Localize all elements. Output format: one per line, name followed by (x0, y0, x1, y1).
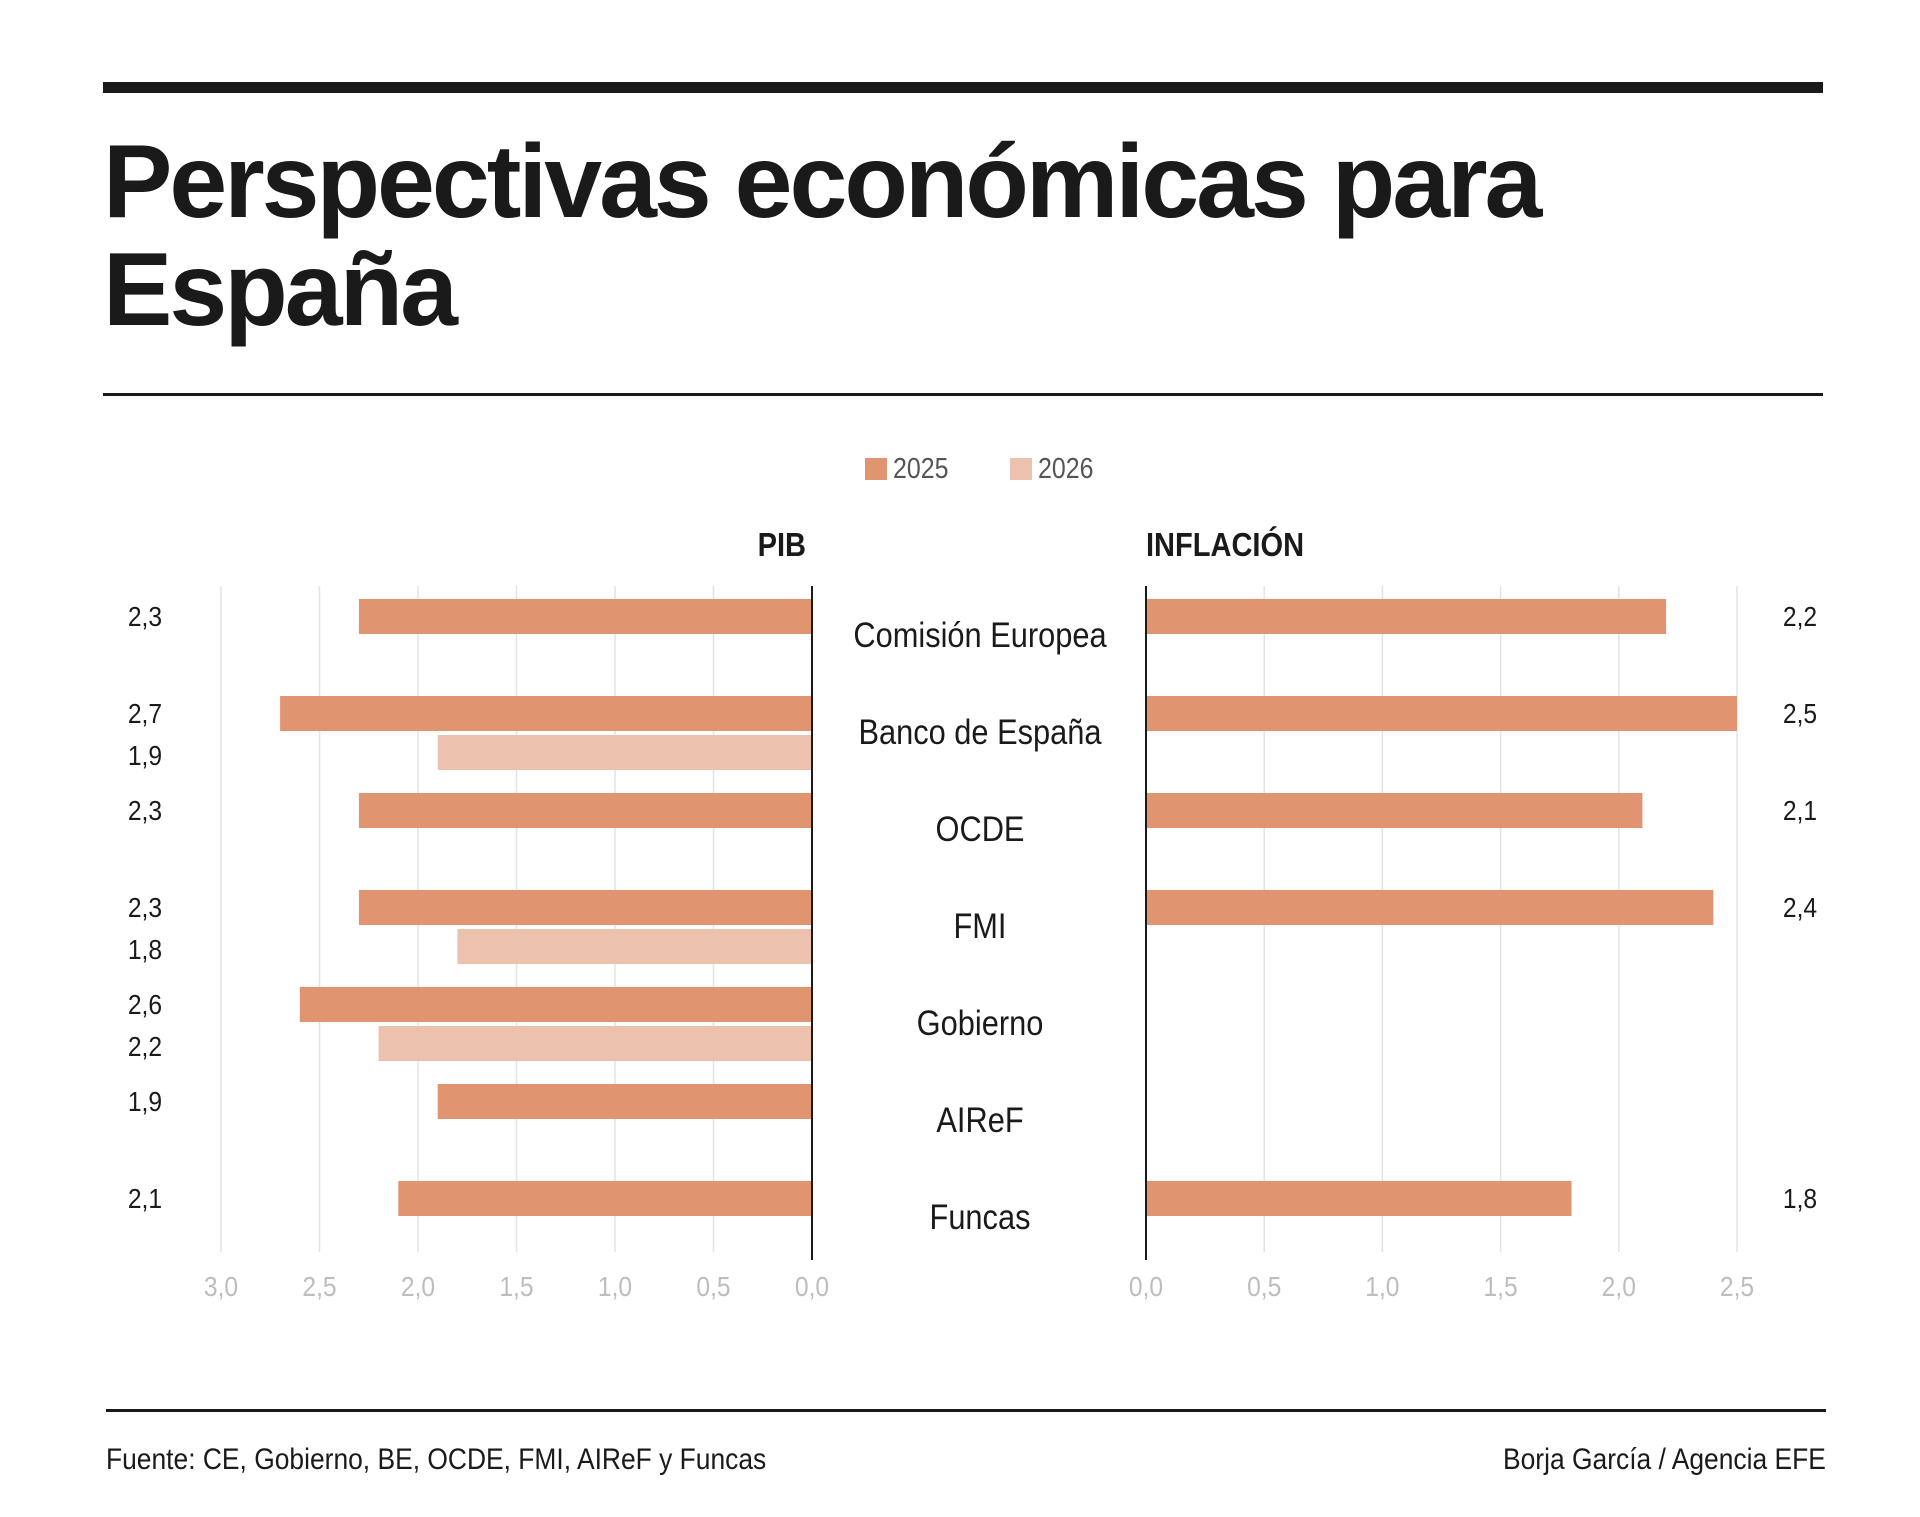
inflacion-bar-2025 (1146, 599, 1667, 634)
pib-value-label-2025: 2,3 (128, 795, 162, 827)
pib-value-label-2025: 1,9 (128, 1086, 162, 1118)
inflacion-value-label-2025: 2,5 (1783, 698, 1817, 730)
pib-value-label-2026: 1,9 (128, 740, 162, 772)
credit-note: Borja García / Agencia EFE (1503, 1443, 1826, 1476)
pib-panel-title: PIB (758, 526, 806, 563)
inflacion-value-label-2025: 2,4 (1783, 892, 1817, 924)
top-rule (103, 82, 1823, 93)
pib-tick-label: 0,5 (696, 1271, 730, 1303)
inflacion-tick-label: 1,5 (1483, 1271, 1517, 1303)
inflacion-tick-label: 1,0 (1365, 1271, 1399, 1303)
inflacion-tick-label: 0,5 (1247, 1271, 1281, 1303)
pib-bar-2025 (280, 696, 813, 731)
legend-label-2026: 2026 (1037, 452, 1093, 485)
inflacion-panel-title: INFLACIÓN (1146, 525, 1304, 563)
category-label: Banco de España (858, 712, 1102, 751)
pib-bar-2026 (457, 929, 812, 964)
inflacion-value-label-2025: 1,8 (1783, 1183, 1817, 1215)
pib-tick-label: 0,0 (795, 1271, 829, 1303)
legend-label-2025: 2025 (893, 452, 949, 485)
bar-chart: 3,0 2,5 2,0 1,5 1,0 0,5 0,0 0,0 0,5 1,0 1,5 2,0 2,5 P… (128, 525, 1817, 1303)
pib-bar-2025 (398, 1181, 812, 1216)
legend-item-2025: 2025 (865, 453, 958, 486)
category-label: AIReF (936, 1100, 1023, 1139)
pib-bar-2025 (299, 987, 812, 1022)
inflacion-tick-label: 2,0 (1602, 1271, 1636, 1303)
title-rule (103, 393, 1823, 396)
inflacion-tick-label: 2,5 (1720, 1271, 1754, 1303)
pib-tick-label: 3,0 (204, 1271, 238, 1303)
pib-bar-2026 (378, 1026, 812, 1061)
pib-bar-2025 (358, 793, 812, 828)
bottom-rule (106, 1409, 1826, 1412)
chart-title: Perspectivas económicas para España (103, 124, 1542, 348)
pib-value-label-2025: 2,3 (128, 601, 162, 633)
inflacion-tick-label: 0,0 (1129, 1271, 1163, 1303)
inflacion-bar-2025 (1146, 1181, 1572, 1216)
pib-tick-label: 2,5 (302, 1271, 336, 1303)
pib-value-label-2025: 2,3 (128, 892, 162, 924)
pib-bar-2025 (358, 890, 812, 925)
category-label: Comisión Europea (853, 615, 1107, 654)
pib-bar-2026 (437, 735, 812, 770)
pib-value-label-2025: 2,6 (128, 989, 162, 1021)
category-label: Funcas (930, 1197, 1031, 1236)
pib-value-label-2025: 2,1 (128, 1183, 162, 1215)
pib-tick-label: 2,0 (401, 1271, 435, 1303)
inflacion-value-label-2025: 2,2 (1783, 601, 1817, 633)
legend-swatch-2026 (1009, 458, 1032, 480)
legend: 2025 2026 (865, 452, 1154, 486)
inflacion-bar-2025 (1146, 890, 1714, 925)
pib-value-label-2026: 1,8 (128, 934, 162, 966)
legend-swatch-2025 (865, 458, 887, 480)
pib-bar-2025 (358, 599, 812, 634)
inflacion-value-label-2025: 2,1 (1783, 795, 1817, 827)
category-label: OCDE (936, 809, 1025, 848)
pib-tick-label: 1,0 (598, 1271, 632, 1303)
pib-value-label-2025: 2,7 (128, 698, 162, 730)
pib-tick-label: 1,5 (499, 1271, 533, 1303)
category-label: FMI (953, 906, 1006, 945)
category-label: Gobierno (917, 1003, 1044, 1042)
legend-item-2026: 2026 (1009, 452, 1103, 486)
inflacion-bar-2025 (1146, 793, 1643, 828)
pib-bar-2025 (437, 1084, 812, 1119)
pib-value-label-2026: 2,2 (128, 1031, 162, 1063)
inflacion-bar-2025 (1146, 696, 1737, 731)
source-note: Fuente: CE, Gobierno, BE, OCDE, FMI, AIR… (106, 1443, 767, 1476)
